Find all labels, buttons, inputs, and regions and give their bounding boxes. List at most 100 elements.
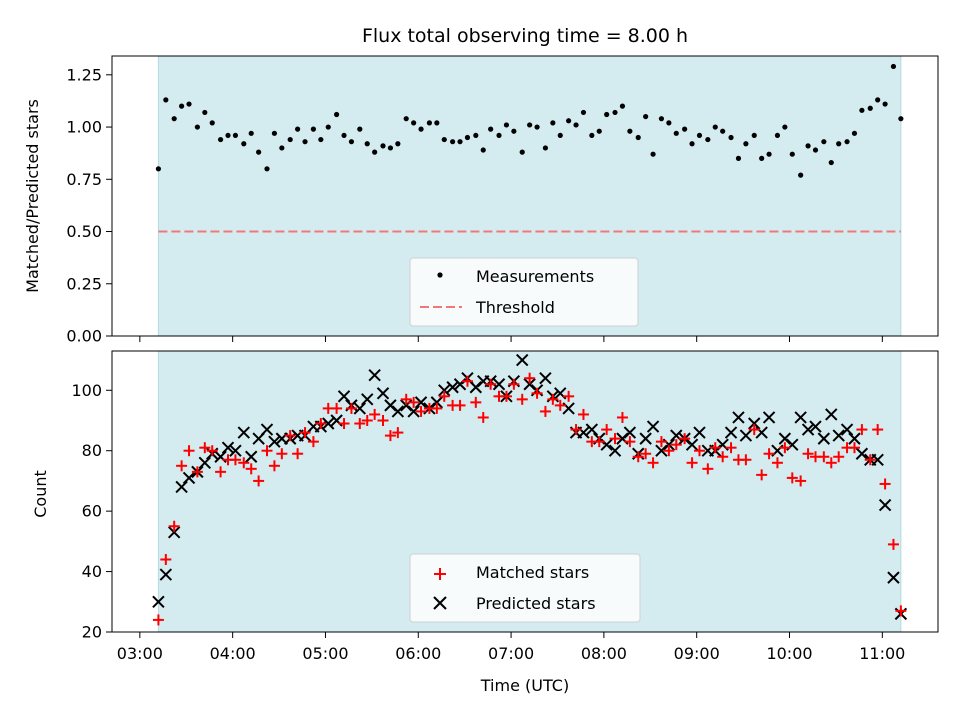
matched-star-point bbox=[307, 436, 319, 448]
measurement-point bbox=[441, 136, 447, 143]
matched-star-point bbox=[268, 460, 280, 472]
measurement-point bbox=[844, 139, 850, 145]
matched-star-point bbox=[369, 408, 381, 420]
bottom-x-axis: 03:00 04:00 05:00 06:00 07:00 08:00 09:00 10:00… bbox=[117, 632, 905, 663]
measurement-point bbox=[782, 124, 788, 130]
measurement-point bbox=[743, 141, 749, 147]
measurement-point bbox=[380, 143, 386, 149]
matched-star-point bbox=[199, 442, 211, 454]
top-x-axis bbox=[139, 336, 883, 342]
top-plot-frame bbox=[111, 55, 939, 337]
predicted-star-point bbox=[245, 450, 258, 463]
matched-star-point bbox=[864, 454, 876, 466]
predicted-star-point bbox=[825, 408, 838, 421]
measurement-point bbox=[325, 124, 331, 130]
measurement-point bbox=[426, 120, 433, 126]
matched-star-point bbox=[679, 433, 691, 445]
matched-star-point bbox=[879, 478, 891, 490]
predicted-star-point bbox=[516, 353, 529, 367]
predicted-star-point bbox=[685, 438, 699, 451]
measurement-point bbox=[256, 149, 262, 155]
measurement-point bbox=[867, 105, 873, 111]
matched-star-point bbox=[392, 427, 404, 439]
predicted-star-point bbox=[175, 480, 188, 494]
matched-star-point bbox=[354, 418, 366, 430]
matched-star-point bbox=[292, 448, 304, 460]
bottom-y-tick-label: 20 bbox=[82, 623, 102, 642]
measurement-point bbox=[372, 149, 378, 155]
matched-star-point bbox=[470, 396, 482, 408]
measurement-point bbox=[403, 116, 409, 122]
matched-star-point bbox=[547, 393, 559, 405]
matched-star-point bbox=[609, 433, 621, 445]
measurement-point bbox=[264, 166, 270, 172]
predicted-star-point bbox=[809, 420, 822, 433]
matched-star-point bbox=[431, 402, 443, 414]
measurement-point bbox=[766, 151, 772, 157]
matched-star-point bbox=[168, 520, 180, 532]
matched-star-point bbox=[632, 451, 644, 463]
measurement-point bbox=[836, 141, 842, 147]
predicted-star-point bbox=[794, 411, 807, 424]
ratio-plot: 0.00 0.25 0.50 0.75 1.00 1.25 Matched/Predict… bbox=[23, 55, 939, 346]
measurement-point bbox=[473, 132, 479, 139]
matched-star-point bbox=[361, 414, 373, 426]
bottom-plot-frame bbox=[111, 350, 939, 633]
measurement-point bbox=[596, 128, 602, 134]
predicted-star-point bbox=[639, 432, 652, 445]
predicted-star-point bbox=[376, 387, 390, 400]
measurement-point bbox=[527, 122, 533, 128]
matched-star-point bbox=[848, 442, 860, 454]
predicted-star-point bbox=[438, 384, 451, 397]
matched-star-point bbox=[887, 538, 899, 550]
legend-predicted-marker bbox=[433, 596, 447, 610]
predicted-star-point bbox=[732, 411, 745, 424]
predicted-star-point bbox=[608, 444, 622, 457]
predicted-star-point bbox=[693, 426, 706, 439]
matched-star-point bbox=[818, 451, 830, 463]
measurement-point bbox=[457, 139, 463, 145]
predicted-star-point bbox=[237, 426, 250, 439]
bottom-y-tick-label: 40 bbox=[82, 562, 102, 581]
matched-star-point bbox=[485, 378, 497, 390]
top-y-tick-label: 1.00 bbox=[66, 118, 102, 137]
matched-star-point bbox=[593, 436, 605, 448]
matched-star-point bbox=[531, 387, 543, 399]
measurement-point bbox=[712, 124, 718, 130]
matched-stars-points bbox=[152, 372, 907, 626]
measurement-point bbox=[882, 101, 888, 107]
predicted-star-point bbox=[724, 426, 738, 439]
measurement-point bbox=[287, 136, 293, 143]
predicted-star-point bbox=[152, 595, 165, 608]
measurement-point bbox=[179, 103, 185, 109]
measurement-point bbox=[302, 139, 308, 145]
measurement-point bbox=[557, 132, 563, 139]
measurement-point bbox=[318, 136, 324, 143]
matched-star-point bbox=[702, 463, 714, 475]
predicted-star-point bbox=[368, 368, 381, 382]
measurement-point bbox=[333, 111, 340, 118]
measurement-point bbox=[511, 128, 517, 134]
measurement-points bbox=[155, 63, 904, 178]
predicted-star-point bbox=[739, 429, 753, 442]
measurement-point bbox=[566, 118, 572, 124]
top-legend-box bbox=[409, 257, 639, 327]
legend-predicted-label: Predicted stars bbox=[476, 594, 596, 613]
predicted-star-point bbox=[430, 396, 444, 409]
matched-star-point bbox=[276, 448, 288, 460]
matched-star-point bbox=[686, 457, 698, 469]
matched-star-point bbox=[647, 457, 659, 469]
matched-star-point bbox=[377, 414, 389, 426]
matched-star-point bbox=[655, 436, 667, 448]
measurement-point bbox=[751, 132, 757, 139]
measurement-point bbox=[828, 159, 834, 166]
bottom-legend: Matched stars Predicted stars bbox=[409, 553, 641, 623]
measurement-point bbox=[418, 126, 424, 132]
legend-matched-marker bbox=[434, 568, 446, 580]
matched-star-point bbox=[253, 475, 265, 487]
matched-star-point bbox=[176, 460, 188, 472]
measurement-point bbox=[550, 120, 556, 126]
matched-star-point bbox=[763, 448, 775, 460]
measurement-point bbox=[496, 132, 502, 139]
